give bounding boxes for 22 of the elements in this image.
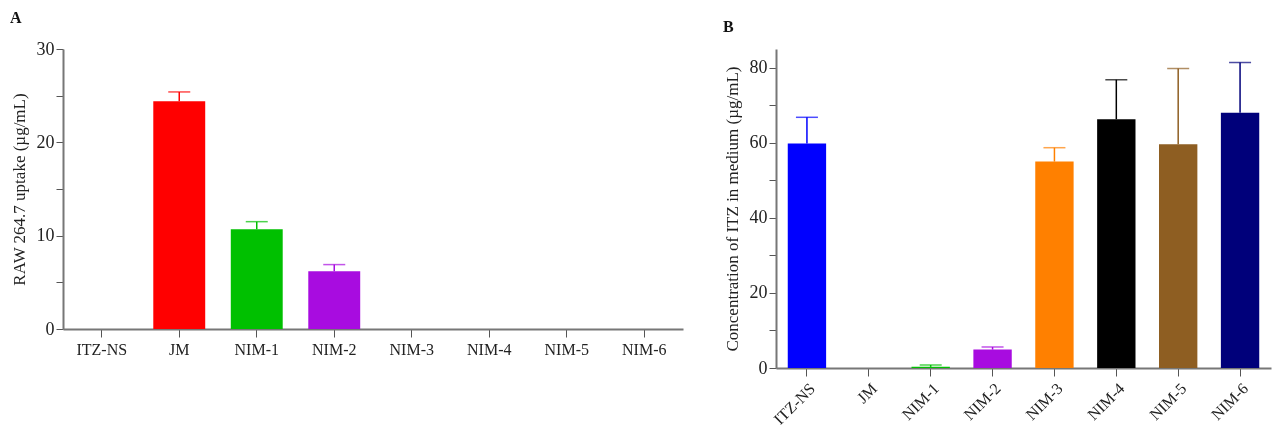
y-tick-label: 80 [749,57,768,78]
y-tick-label: 20 [36,131,55,152]
y-tick-label: 10 [36,225,55,246]
x-tick-label: JM [853,379,881,407]
y-axis-title: RAW 264.7 uptake (µg/mL) [9,93,29,286]
x-tick-label: JM [169,340,190,358]
y-tick-label: 30 [36,38,55,59]
x-tick-label: NIM-3 [389,340,434,358]
x-tick-label: NIM-2 [312,340,357,358]
x-tick-label: NIM-6 [622,340,667,358]
x-tick-label: ITZ-NS [76,340,128,358]
y-axis-title: Concentration of ITZ in medium (µg/mL) [722,66,742,352]
y-tick-label: 40 [749,207,768,228]
x-tick-label: NIM-4 [467,340,512,358]
y-tick-label: 20 [749,282,768,303]
chart-title: B [723,18,734,35]
y-tick-label: 0 [45,318,55,339]
x-tick-label: NIM-1 [234,340,279,358]
y-tick-label: 0 [758,357,768,378]
chart-title: A [10,9,22,26]
y-tick-label: 60 [749,132,768,153]
x-tick-label: NIM-5 [544,340,589,358]
